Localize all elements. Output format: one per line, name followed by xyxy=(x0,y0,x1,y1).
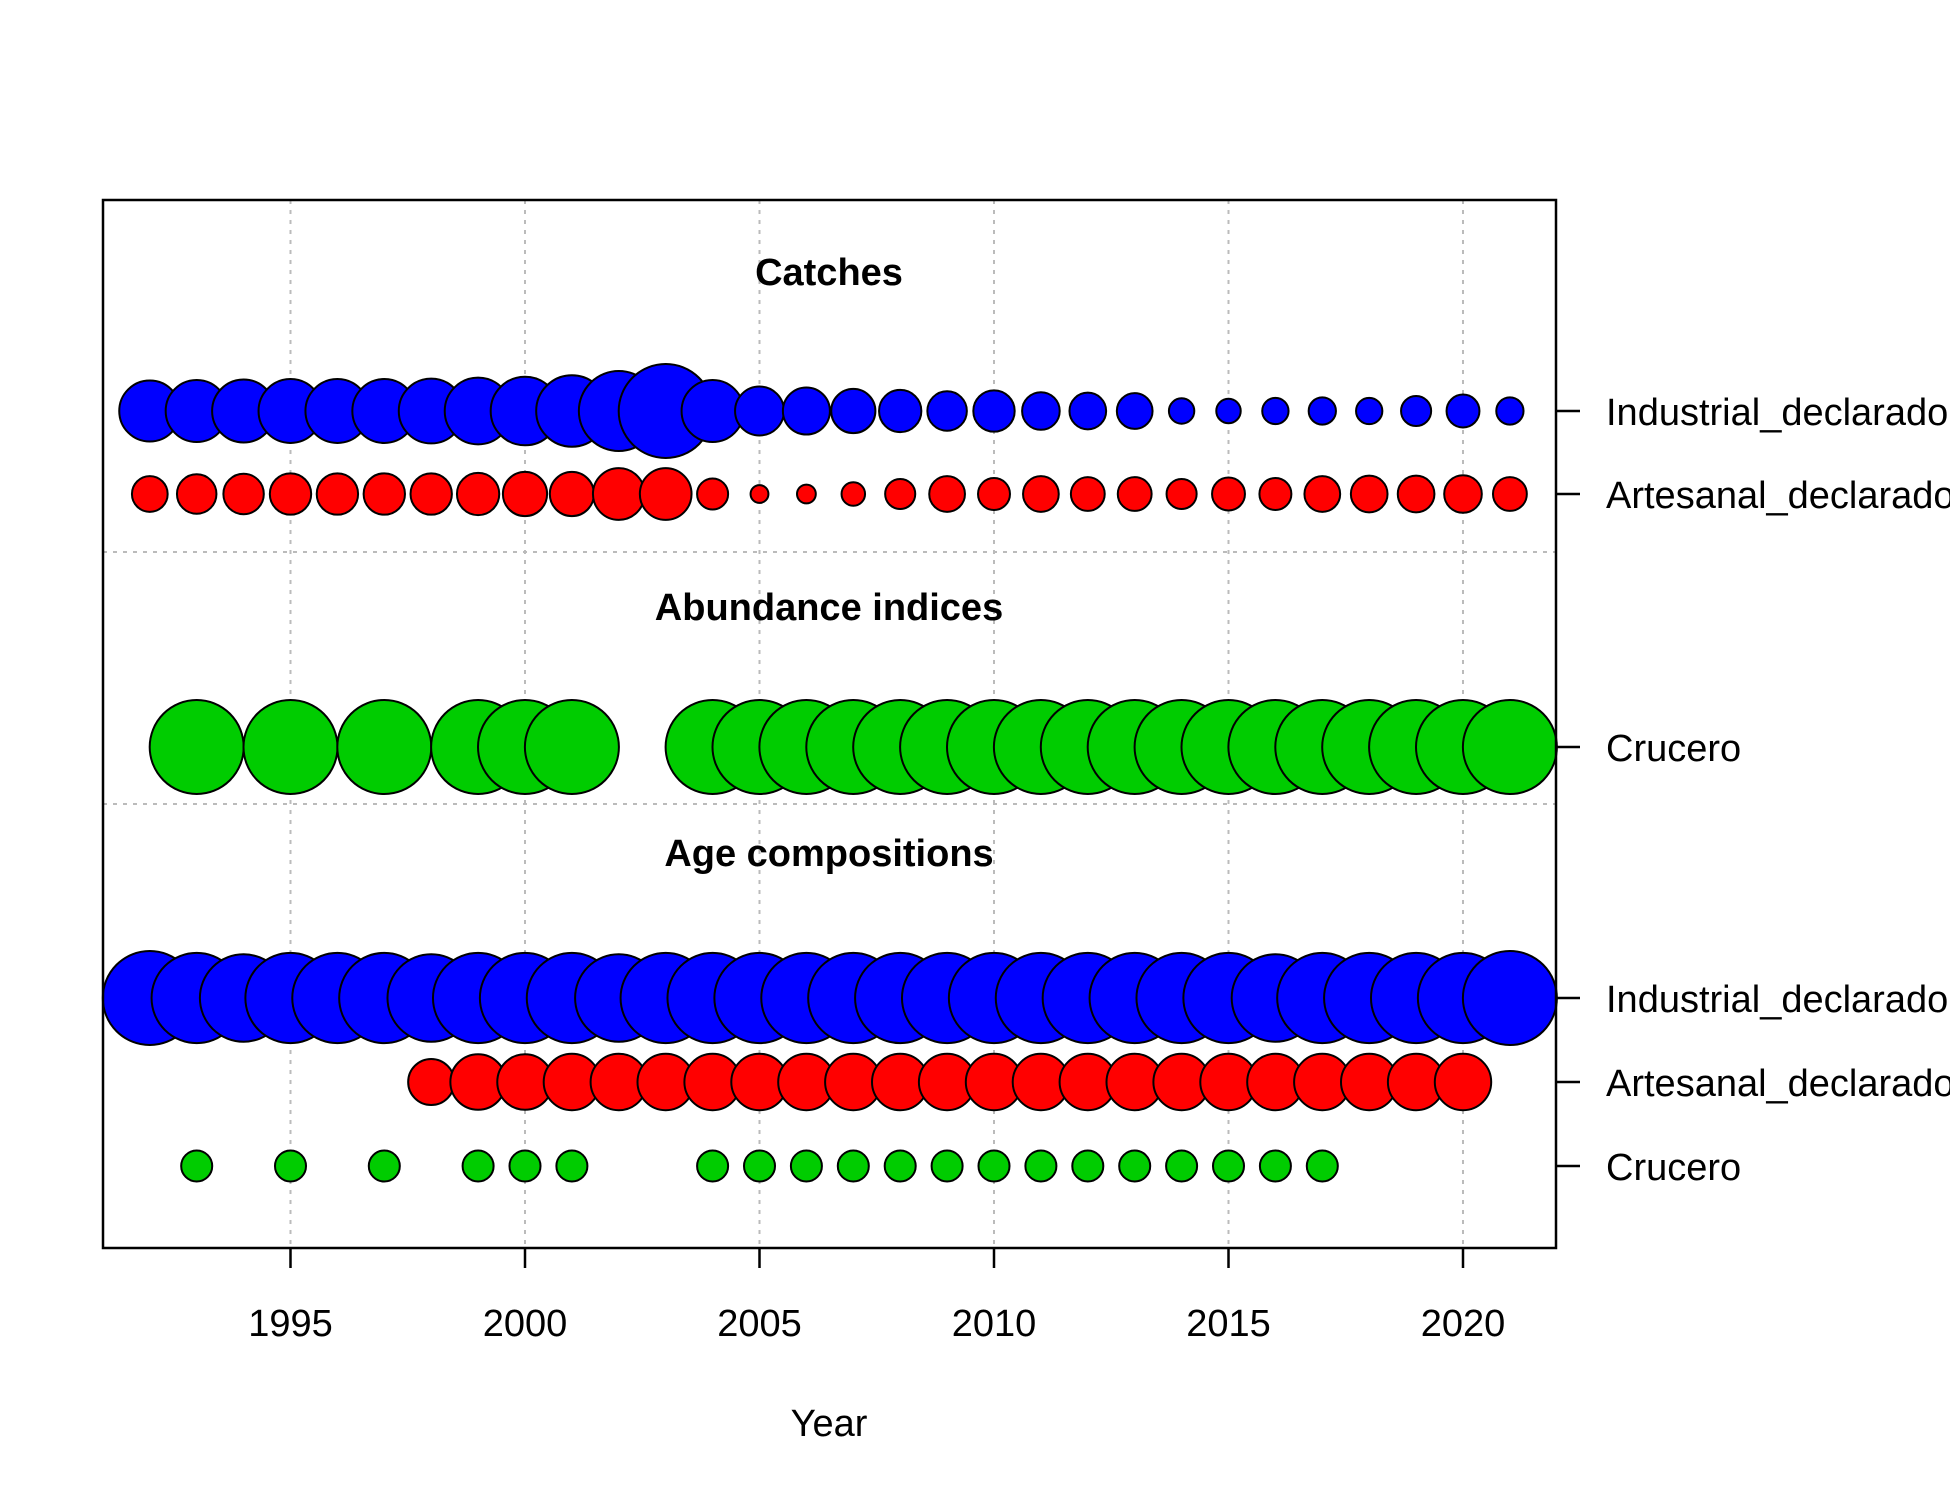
bubble-artesanal_declarado-catches-2012 xyxy=(1071,477,1105,511)
bubble-industrial_declarado-catches-2008 xyxy=(879,390,921,432)
bubble-artesanal_declarado-catches-2011 xyxy=(1023,476,1059,512)
bubble-crucero-abundance-indices-1995 xyxy=(244,700,338,794)
bubble-crucero-age-compositions-1997 xyxy=(369,1150,400,1181)
bubble-crucero-age-compositions-2006 xyxy=(791,1150,822,1181)
x-axis: 1995 2000 2005 2010 2015 2020 xyxy=(248,1248,1505,1345)
bubble-industrial_declarado-catches-2005 xyxy=(735,387,784,436)
bubble-artesanal_declarado-catches-2004 xyxy=(697,478,728,509)
bubble-industrial_declarado-catches-2017 xyxy=(1309,397,1336,424)
row-label-2: Artesanal_declarado xyxy=(1606,475,1950,517)
bubble-industrial_declarado-catches-2015 xyxy=(1216,399,1240,423)
bubble-industrial_declarado-catches-2010 xyxy=(973,390,1014,431)
bubble-industrial_declarado-catches-2020 xyxy=(1447,395,1480,428)
row-label-6: Crucero xyxy=(1606,1147,1741,1189)
bubble-artesanal_declarado-catches-2001 xyxy=(550,472,594,516)
bubble-crucero-age-compositions-2001 xyxy=(556,1150,587,1181)
bubble-crucero-age-compositions-2010 xyxy=(978,1150,1009,1181)
bubble-crucero-age-compositions-2016 xyxy=(1260,1150,1291,1181)
bubble-industrial_declarado-catches-2012 xyxy=(1069,393,1106,430)
section-title-abundance-indices: Abundance indices xyxy=(655,587,1003,629)
section-title-age-compositions: Age compositions xyxy=(664,833,993,875)
bubble-crucero-age-compositions-2004 xyxy=(697,1150,728,1181)
bubble-artesanal_declarado-catches-2009 xyxy=(929,476,965,512)
bubble-crucero-age-compositions-2014 xyxy=(1166,1150,1197,1181)
bubble-artesanal_declarado-catches-2003 xyxy=(640,468,692,520)
bubble-artesanal_declarado-catches-1995 xyxy=(270,473,311,514)
bubble-crucero-abundance-indices-1997 xyxy=(337,700,431,794)
bubble-industrial_declarado-age-compositions-2021 xyxy=(1463,951,1557,1045)
bubble-crucero-age-compositions-2000 xyxy=(509,1150,540,1181)
x-tick-label-2005: 2005 xyxy=(717,1303,802,1345)
bubble-crucero-age-compositions-2011 xyxy=(1025,1150,1056,1181)
bubble-industrial_declarado-catches-2011 xyxy=(1022,392,1060,430)
bubble-crucero-abundance-indices-1993 xyxy=(150,700,244,794)
section-title-catches: Catches xyxy=(755,252,903,294)
bubble-artesanal_declarado-catches-2017 xyxy=(1304,476,1340,512)
bubble-crucero-age-compositions-2008 xyxy=(885,1150,916,1181)
bubble-artesanal_declarado-catches-1998 xyxy=(411,473,452,514)
bubble-artesanal_declarado-catches-2016 xyxy=(1259,478,1291,510)
bubble-artesanal_declarado-catches-2002 xyxy=(593,468,645,520)
bubble-crucero-age-compositions-1999 xyxy=(463,1150,494,1181)
bubble-crucero-age-compositions-2005 xyxy=(744,1150,775,1181)
bubble-artesanal_declarado-age-compositions-2020 xyxy=(1435,1054,1491,1110)
bubble-industrial_declarado-catches-2013 xyxy=(1117,393,1153,429)
bubble-crucero-age-compositions-1995 xyxy=(275,1150,306,1181)
bubble-artesanal_declarado-catches-2007 xyxy=(842,482,866,506)
bubble-crucero-age-compositions-2012 xyxy=(1072,1150,1103,1181)
row-labels: Industrial_declarado Artesanal_declarado C… xyxy=(1556,392,1950,1189)
bubble-artesanal_declarado-catches-2021 xyxy=(1493,477,1527,511)
bubble-industrial_declarado-catches-2018 xyxy=(1356,398,1382,424)
bubble-artesanal_declarado-catches-2013 xyxy=(1118,477,1152,511)
bubble-crucero-abundance-indices-2001 xyxy=(525,700,619,794)
bubble-artesanal_declarado-catches-2019 xyxy=(1398,476,1435,513)
x-tick-label-1995: 1995 xyxy=(248,1303,333,1345)
row-label-1: Industrial_declarado xyxy=(1606,392,1948,434)
bubble-artesanal_declarado-catches-2000 xyxy=(503,472,547,516)
x-tick-label-2020: 2020 xyxy=(1421,1303,1506,1345)
row-label-5: Artesanal_declarado xyxy=(1606,1063,1950,1105)
bubble-industrial_declarado-catches-2016 xyxy=(1262,398,1288,424)
bubble-artesanal_declarado-catches-2010 xyxy=(978,478,1010,510)
bubble-artesanal_declarado-catches-2015 xyxy=(1212,478,1245,511)
bubble-crucero-age-compositions-2009 xyxy=(932,1150,963,1181)
bubble-industrial_declarado-catches-2006 xyxy=(783,388,830,435)
bubble-industrial_declarado-catches-2014 xyxy=(1169,398,1194,423)
bubble-artesanal_declarado-catches-1993 xyxy=(177,474,216,513)
bubble-layer xyxy=(103,364,1557,1182)
bubble-artesanal_declarado-catches-2014 xyxy=(1167,479,1197,509)
bubble-crucero-age-compositions-2013 xyxy=(1119,1150,1150,1181)
bubble-crucero-age-compositions-2017 xyxy=(1307,1150,1338,1181)
bubble-artesanal_declarado-catches-1997 xyxy=(364,473,405,514)
bubble-artesanal_declarado-catches-2008 xyxy=(885,479,915,509)
x-tick-label-2010: 2010 xyxy=(952,1303,1037,1345)
x-axis-title: Year xyxy=(791,1403,868,1445)
bubble-artesanal_declarado-catches-1994 xyxy=(223,474,263,514)
x-tick-label-2000: 2000 xyxy=(483,1303,568,1345)
bubble-crucero-abundance-indices-2021 xyxy=(1463,700,1557,794)
bubble-artesanal_declarado-catches-1999 xyxy=(457,473,499,515)
bubble-industrial_declarado-catches-2019 xyxy=(1401,396,1431,426)
bubble-artesanal_declarado-age-compositions-1998 xyxy=(408,1059,454,1105)
bubble-crucero-age-compositions-2015 xyxy=(1213,1150,1244,1181)
bubble-industrial_declarado-catches-2021 xyxy=(1496,397,1523,424)
bubble-artesanal_declarado-catches-2006 xyxy=(797,485,816,504)
bubble-industrial_declarado-catches-2007 xyxy=(831,389,875,433)
row-label-3: Crucero xyxy=(1606,728,1741,770)
bubble-industrial_declarado-catches-2009 xyxy=(927,391,966,430)
bubble-artesanal_declarado-catches-1996 xyxy=(317,473,358,514)
x-tick-label-2015: 2015 xyxy=(1186,1303,1271,1345)
bubble-artesanal_declarado-catches-1992 xyxy=(132,476,168,512)
bubble-crucero-age-compositions-2007 xyxy=(838,1150,869,1181)
row-label-4: Industrial_declarado xyxy=(1606,979,1948,1021)
bubble-artesanal_declarado-catches-2020 xyxy=(1444,475,1482,513)
bubble-artesanal_declarado-catches-2018 xyxy=(1351,476,1388,513)
bubble-crucero-age-compositions-1993 xyxy=(181,1150,212,1181)
bubble-artesanal_declarado-catches-2005 xyxy=(751,485,769,503)
